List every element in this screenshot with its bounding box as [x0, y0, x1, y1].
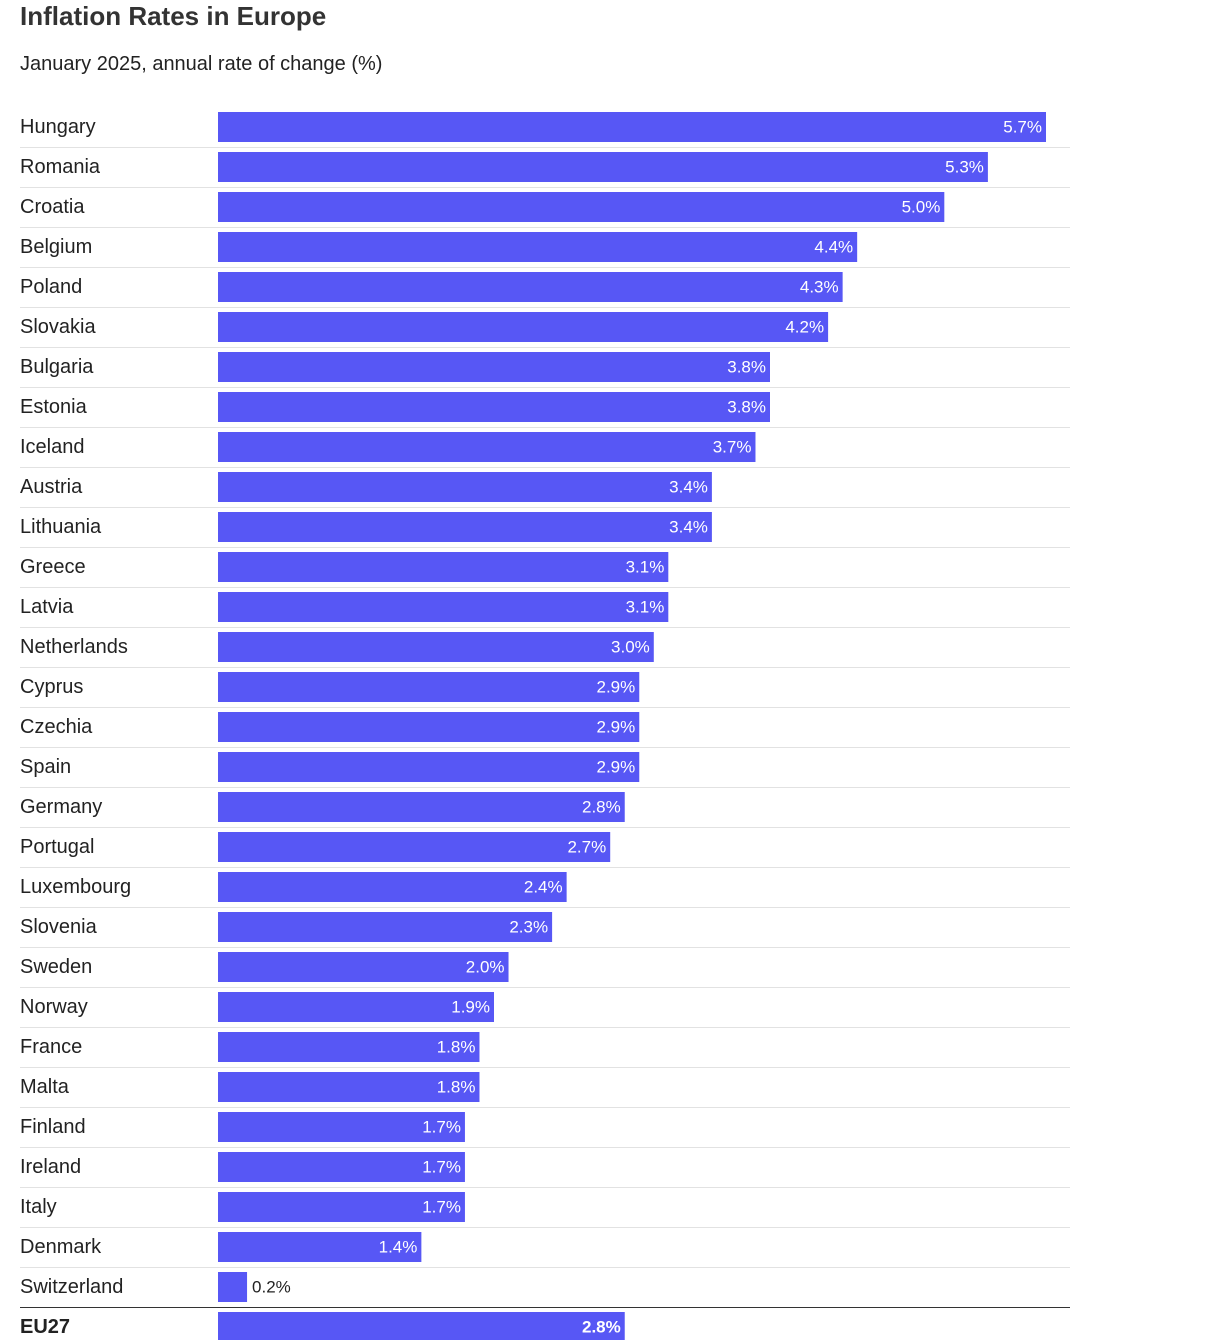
value-label-italy: 1.7% — [422, 1198, 461, 1217]
category-label-austria: Austria — [20, 476, 83, 498]
category-label-switzerland: Switzerland — [20, 1276, 123, 1298]
bar-poland — [218, 272, 843, 302]
bar-luxembourg — [218, 872, 567, 902]
value-label-poland: 4.3% — [800, 278, 839, 297]
bar-latvia — [218, 592, 669, 622]
category-label-greece: Greece — [20, 556, 86, 578]
bar-slovakia — [218, 312, 829, 342]
bar-ireland — [218, 1152, 465, 1182]
value-label-cyprus: 2.9% — [597, 678, 636, 697]
bar-switzerland — [218, 1272, 248, 1302]
value-label-sweden: 2.0% — [466, 958, 505, 977]
value-label-netherlands: 3.0% — [611, 638, 650, 657]
category-label-czechia: Czechia — [20, 716, 93, 738]
value-label-france: 1.8% — [437, 1038, 476, 1057]
category-label-hungary: Hungary — [20, 116, 96, 138]
value-label-denmark: 1.4% — [379, 1238, 418, 1257]
category-label-latvia: Latvia — [20, 596, 74, 618]
value-label-lithuania: 3.4% — [669, 518, 708, 537]
bar-netherlands — [218, 632, 654, 662]
value-label-norway: 1.9% — [451, 998, 490, 1017]
value-label-portugal: 2.7% — [567, 838, 606, 857]
bar-sweden — [218, 952, 509, 982]
category-label-bulgaria: Bulgaria — [20, 356, 94, 378]
category-label-ireland: Ireland — [20, 1156, 81, 1178]
value-label-slovenia: 2.3% — [509, 918, 548, 937]
category-label-poland: Poland — [20, 276, 82, 298]
category-label-belgium: Belgium — [20, 236, 92, 258]
category-label-italy: Italy — [20, 1196, 57, 1218]
category-label-cyprus: Cyprus — [20, 676, 83, 698]
value-label-belgium: 4.4% — [814, 238, 853, 257]
category-label-sweden: Sweden — [20, 956, 92, 978]
value-label-luxembourg: 2.4% — [524, 878, 563, 897]
bar-belgium — [218, 232, 858, 262]
bar-denmark — [218, 1232, 422, 1262]
bar-norway — [218, 992, 494, 1022]
value-label-malta: 1.8% — [437, 1078, 476, 1097]
value-label-finland: 1.7% — [422, 1118, 461, 1137]
bar-italy — [218, 1192, 465, 1222]
value-label-germany: 2.8% — [582, 798, 621, 817]
bar-portugal — [218, 832, 611, 862]
value-label-czechia: 2.9% — [597, 718, 636, 737]
bar-estonia — [218, 392, 770, 422]
value-label-spain: 2.9% — [597, 758, 636, 777]
value-label-croatia: 5.0% — [902, 198, 941, 217]
bar-greece — [218, 552, 669, 582]
chart-title: Inflation Rates in Europe — [20, 1, 327, 31]
bar-cyprus — [218, 672, 640, 702]
category-label-slovenia: Slovenia — [20, 916, 98, 938]
category-label-croatia: Croatia — [20, 196, 85, 218]
value-label-ireland: 1.7% — [422, 1158, 461, 1177]
bar-romania — [218, 152, 988, 182]
bar-croatia — [218, 192, 945, 222]
category-label-norway: Norway — [20, 996, 88, 1018]
value-label-eu27: 2.8% — [582, 1318, 621, 1337]
bar-malta — [218, 1072, 480, 1102]
bar-france — [218, 1032, 480, 1062]
value-label-iceland: 3.7% — [713, 438, 752, 457]
bar-czechia — [218, 712, 640, 742]
bar-bulgaria — [218, 352, 770, 382]
bar-spain — [218, 752, 640, 782]
category-label-malta: Malta — [20, 1076, 70, 1098]
value-label-estonia: 3.8% — [727, 398, 766, 417]
category-label-netherlands: Netherlands — [20, 636, 128, 658]
category-label-eu27: EU27 — [20, 1316, 70, 1338]
bar-germany — [218, 792, 625, 822]
bar-hungary — [218, 112, 1046, 142]
value-label-bulgaria: 3.8% — [727, 358, 766, 377]
bar-iceland — [218, 432, 756, 462]
bar-eu27 — [218, 1312, 625, 1340]
category-label-romania: Romania — [20, 156, 101, 178]
bar-slovenia — [218, 912, 553, 942]
value-label-austria: 3.4% — [669, 478, 708, 497]
category-label-spain: Spain — [20, 756, 71, 778]
category-label-portugal: Portugal — [20, 836, 95, 858]
value-label-switzerland: 0.2% — [252, 1278, 291, 1297]
bar-finland — [218, 1112, 465, 1142]
bar-austria — [218, 472, 712, 502]
category-label-finland: Finland — [20, 1116, 86, 1138]
category-label-germany: Germany — [20, 796, 102, 818]
value-label-greece: 3.1% — [626, 558, 665, 577]
bar-lithuania — [218, 512, 712, 542]
category-label-iceland: Iceland — [20, 436, 85, 458]
category-label-luxembourg: Luxembourg — [20, 876, 131, 898]
value-label-hungary: 5.7% — [1003, 118, 1042, 137]
category-label-denmark: Denmark — [20, 1236, 102, 1258]
value-label-romania: 5.3% — [945, 158, 984, 177]
category-label-slovakia: Slovakia — [20, 316, 96, 338]
category-label-lithuania: Lithuania — [20, 516, 102, 538]
chart-subtitle: January 2025, annual rate of change (%) — [20, 53, 383, 75]
category-label-estonia: Estonia — [20, 396, 88, 418]
value-label-slovakia: 4.2% — [785, 318, 824, 337]
category-label-france: France — [20, 1036, 82, 1058]
value-label-latvia: 3.1% — [626, 598, 665, 617]
